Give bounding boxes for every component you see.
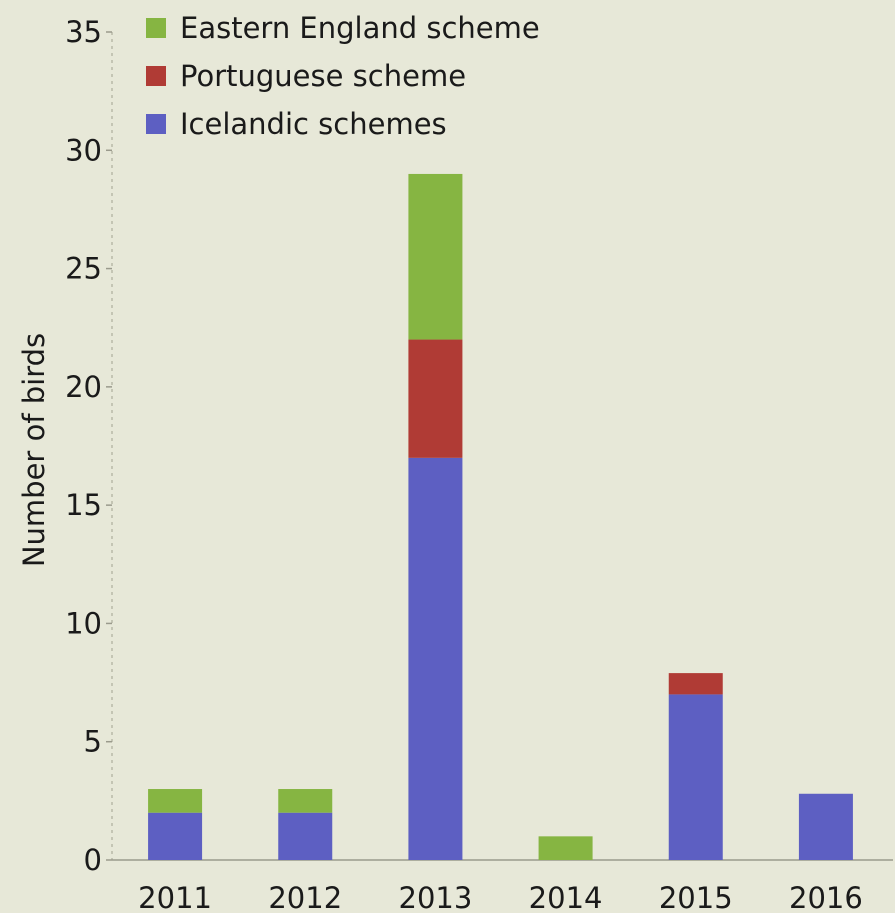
x-ticks: 2011 2012 2013 2014 2015 2016 (138, 881, 863, 913)
bar-segment (408, 457, 463, 860)
bar-segment (278, 812, 333, 860)
legend-swatch (146, 114, 166, 134)
bar-segment (538, 836, 593, 860)
x-tick-label: 2016 (789, 881, 863, 913)
y-tick-label: 5 (84, 725, 102, 759)
legend-label: Eastern England scheme (180, 11, 540, 45)
y-tick-label: 35 (65, 15, 102, 49)
x-tick-label: 2013 (399, 881, 473, 913)
bar-segment (148, 789, 203, 813)
y-tick-label: 25 (65, 252, 102, 286)
y-tick-label: 15 (65, 488, 102, 522)
legend: Eastern England scheme Portuguese scheme I… (146, 11, 540, 141)
legend-label: Icelandic schemes (180, 107, 447, 141)
y-tick-label: 10 (65, 606, 102, 640)
bar-segment (798, 793, 853, 860)
bars (148, 173, 853, 860)
bar-segment (668, 694, 723, 860)
x-tick-label: 2012 (268, 881, 342, 913)
bar-segment (278, 789, 333, 813)
legend-label: Portuguese scheme (180, 59, 466, 93)
x-tick-label: 2014 (529, 881, 603, 913)
y-ticks: 0 5 10 15 20 25 30 35 (65, 15, 112, 877)
axes (111, 32, 893, 861)
bar-segment (408, 173, 463, 340)
y-tick-label: 20 (65, 370, 102, 404)
bar-segment (408, 339, 463, 458)
y-tick-label: 0 (84, 843, 102, 877)
legend-swatch (146, 66, 166, 86)
x-tick-label: 2015 (659, 881, 733, 913)
bar-segment (148, 812, 203, 860)
y-tick-label: 30 (65, 133, 102, 167)
bar-segment (668, 673, 723, 695)
x-tick-label: 2011 (138, 881, 212, 913)
y-axis-title: Number of birds (17, 333, 51, 567)
legend-swatch (146, 18, 166, 38)
